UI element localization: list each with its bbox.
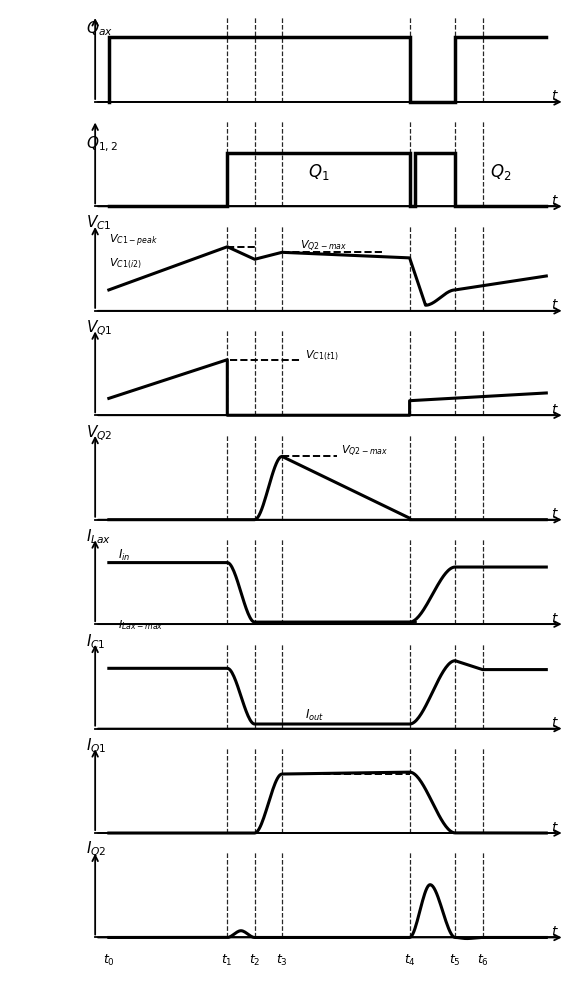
Text: $t_3$: $t_3$ <box>276 953 288 968</box>
Text: $I_{out}$: $I_{out}$ <box>305 708 324 723</box>
Text: $t$: $t$ <box>551 925 559 939</box>
Text: $V_{Q2}$: $V_{Q2}$ <box>86 423 112 443</box>
Text: $t$: $t$ <box>551 194 559 208</box>
Text: $t$: $t$ <box>551 403 559 417</box>
Text: $t$: $t$ <box>551 89 559 103</box>
Text: $V_{C1(t1)}$: $V_{C1(t1)}$ <box>305 349 338 363</box>
Text: $I_{Lax-max}$: $I_{Lax-max}$ <box>118 618 164 632</box>
Text: $I_{Q1}$: $I_{Q1}$ <box>86 737 107 756</box>
Text: $t$: $t$ <box>551 612 559 626</box>
Text: $V_{Q1}$: $V_{Q1}$ <box>86 319 112 338</box>
Text: $t$: $t$ <box>551 507 559 521</box>
Text: $I_{Q2}$: $I_{Q2}$ <box>86 840 107 859</box>
Text: $I_{in}$: $I_{in}$ <box>118 548 130 563</box>
Text: $V_{C1(i2)}$: $V_{C1(i2)}$ <box>109 257 141 271</box>
Text: $t_6$: $t_6$ <box>477 953 488 968</box>
Text: $t_2$: $t_2$ <box>249 953 260 968</box>
Text: $t_4$: $t_4$ <box>404 953 416 968</box>
Text: $Q_{ax}$: $Q_{ax}$ <box>86 19 113 38</box>
Text: $I_{C1}$: $I_{C1}$ <box>86 632 106 651</box>
Text: $V_{C1-peak}$: $V_{C1-peak}$ <box>109 233 158 249</box>
Text: $Q_2$: $Q_2$ <box>490 162 512 182</box>
Text: $t$: $t$ <box>551 716 559 730</box>
Text: $V_{Q2-max}$: $V_{Q2-max}$ <box>341 444 389 459</box>
Text: $V_{Q2-max}$: $V_{Q2-max}$ <box>300 239 347 254</box>
Text: $Q_{1,2}$: $Q_{1,2}$ <box>86 135 118 154</box>
Text: $Q_1$: $Q_1$ <box>308 162 329 182</box>
Text: $t_0$: $t_0$ <box>103 953 115 968</box>
Text: $I_{Lax}$: $I_{Lax}$ <box>86 528 111 546</box>
Text: $t$: $t$ <box>551 298 559 312</box>
Text: $t_1$: $t_1$ <box>222 953 233 968</box>
Text: $t$: $t$ <box>551 821 559 835</box>
Text: $V_{C1}$: $V_{C1}$ <box>86 213 112 232</box>
Text: $t_5$: $t_5$ <box>449 953 461 968</box>
